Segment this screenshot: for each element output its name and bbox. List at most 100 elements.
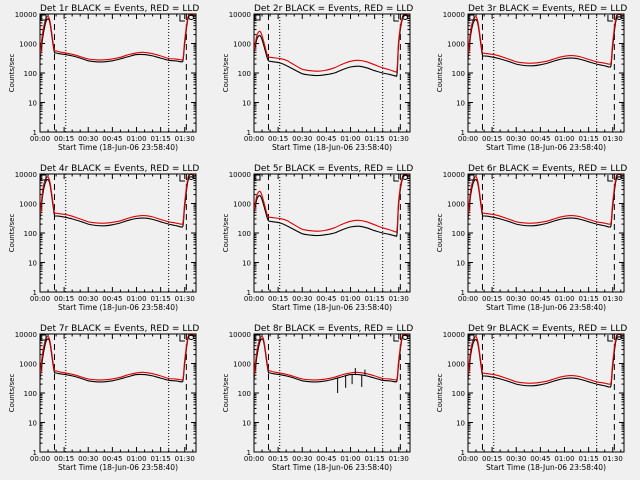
plot-frame	[253, 13, 411, 133]
corner-circle-marker	[616, 174, 623, 180]
x-tick-label: 00:45	[530, 135, 550, 143]
x-tick-label: 01:30	[603, 295, 623, 303]
x-tick-label: 00:45	[316, 295, 336, 303]
x-tick-label: 00:15	[482, 135, 502, 143]
y-tick-label: 1	[461, 129, 465, 137]
x-tick-label: 01:15	[151, 295, 171, 303]
y-tick-label: 10	[242, 420, 251, 428]
y-axis-label: Counts/sec	[436, 374, 444, 413]
x-tick-label: 00:00	[458, 295, 478, 303]
corner-square-marker	[40, 174, 47, 181]
x-tick-label: 01:30	[389, 295, 409, 303]
x-axis-label: Start Time (18-Jun-06 23:58:40)	[58, 463, 178, 472]
x-tick-label: 00:30	[506, 295, 526, 303]
y-tick-label: 10	[456, 260, 465, 268]
x-tick-label: 01:00	[126, 455, 146, 463]
x-tick-label: 00:45	[102, 455, 122, 463]
plot-frame	[467, 333, 625, 453]
y-tick-label: 10000	[443, 331, 465, 339]
corner-circle-marker	[188, 334, 195, 340]
x-tick-label: 01:30	[603, 135, 623, 143]
corner-circle-marker	[402, 334, 409, 340]
panel-title: Det 3r BLACK = Events, RED = LLD	[468, 4, 627, 14]
x-axis-label: Start Time (18-Jun-06 23:58:40)	[486, 143, 606, 152]
y-tick-label: 1	[33, 129, 37, 137]
x-tick-label: 01:00	[126, 295, 146, 303]
y-axis-label: Counts/sec	[222, 214, 230, 253]
series-line-events	[40, 176, 195, 228]
corner-circle-marker	[616, 334, 623, 340]
plot-area	[254, 14, 409, 132]
corner-bracket-marker	[393, 335, 399, 342]
y-tick-label: 10000	[15, 11, 37, 19]
y-tick-label: 10	[242, 260, 251, 268]
corner-bracket-marker	[393, 175, 399, 182]
plot-area	[254, 334, 409, 452]
plot-frame	[39, 173, 197, 293]
x-tick-label: 00:30	[78, 135, 98, 143]
x-tick-label: 01:00	[554, 135, 574, 143]
panel-title: Det 1r BLACK = Events, RED = LLD	[40, 4, 199, 14]
plot-area	[468, 174, 623, 292]
x-tick-label: 01:15	[365, 135, 385, 143]
x-tick-label: 00:45	[530, 455, 550, 463]
detector-panel-4: Det 4r BLACK = Events, RED = LLD 1 10 100 10…	[8, 164, 199, 312]
corner-square-marker	[468, 174, 475, 181]
corner-circle-marker	[402, 14, 409, 20]
corner-bracket-marker	[179, 175, 185, 182]
x-axis-label: Start Time (18-Jun-06 23:58:40)	[272, 303, 392, 312]
series-line-lld	[40, 14, 195, 61]
x-tick-label: 01:15	[579, 455, 599, 463]
x-tick-label: 00:00	[30, 455, 50, 463]
series-line-events	[40, 14, 195, 63]
x-tick-label: 00:00	[244, 295, 264, 303]
x-tick-label: 00:00	[244, 135, 264, 143]
x-tick-label: 00:00	[30, 135, 50, 143]
corner-square-marker	[468, 334, 475, 341]
y-tick-label: 1	[247, 289, 251, 297]
series-line-lld	[40, 174, 195, 225]
y-tick-label: 10000	[229, 171, 251, 179]
plot-area	[40, 14, 195, 132]
plot-area	[468, 334, 623, 452]
x-tick-label: 00:00	[458, 135, 478, 143]
y-tick-label: 10000	[229, 11, 251, 19]
x-tick-label: 00:30	[78, 455, 98, 463]
y-tick-label: 1000	[447, 361, 465, 369]
y-tick-label: 10	[456, 420, 465, 428]
x-tick-label: 00:45	[316, 135, 336, 143]
plot-area	[468, 14, 623, 132]
x-tick-label: 00:00	[244, 455, 264, 463]
x-tick-label: 01:00	[340, 295, 360, 303]
x-axis-label: Start Time (18-Jun-06 23:58:40)	[486, 303, 606, 312]
x-tick-label: 01:00	[554, 455, 574, 463]
x-tick-label: 00:45	[102, 135, 122, 143]
panel-title: Det 4r BLACK = Events, RED = LLD	[40, 164, 199, 174]
x-tick-label: 00:15	[482, 455, 502, 463]
x-axis-label: Start Time (18-Jun-06 23:58:40)	[272, 143, 392, 152]
plot-frame	[253, 333, 411, 453]
detector-panel-1: Det 1r BLACK = Events, RED = LLD 1 10 100 10…	[8, 4, 199, 152]
panel-title: Det 7r BLACK = Events, RED = LLD	[40, 324, 199, 334]
y-tick-label: 10	[242, 100, 251, 108]
y-tick-label: 1	[247, 129, 251, 137]
series-line-events	[254, 174, 409, 237]
y-tick-label: 10	[28, 420, 37, 428]
y-tick-label: 100	[238, 230, 251, 238]
series-line-lld	[254, 174, 409, 233]
corner-circle-marker	[188, 14, 195, 20]
y-tick-label: 100	[238, 390, 251, 398]
series-line-lld	[40, 334, 195, 381]
corner-bracket-marker	[179, 15, 185, 22]
detector-panel-9: Det 9r BLACK = Events, RED = LLD 1 10 100 10…	[436, 324, 627, 472]
corner-square-marker	[254, 14, 261, 21]
corner-circle-marker	[188, 174, 195, 180]
y-axis-label: Counts/sec	[8, 54, 16, 93]
panel-title: Det 8r BLACK = Events, RED = LLD	[254, 324, 413, 334]
x-tick-label: 01:15	[579, 295, 599, 303]
corner-bracket-marker	[607, 15, 613, 22]
x-tick-label: 01:15	[365, 455, 385, 463]
corner-bracket-marker	[393, 15, 399, 22]
plot-area	[40, 334, 195, 452]
